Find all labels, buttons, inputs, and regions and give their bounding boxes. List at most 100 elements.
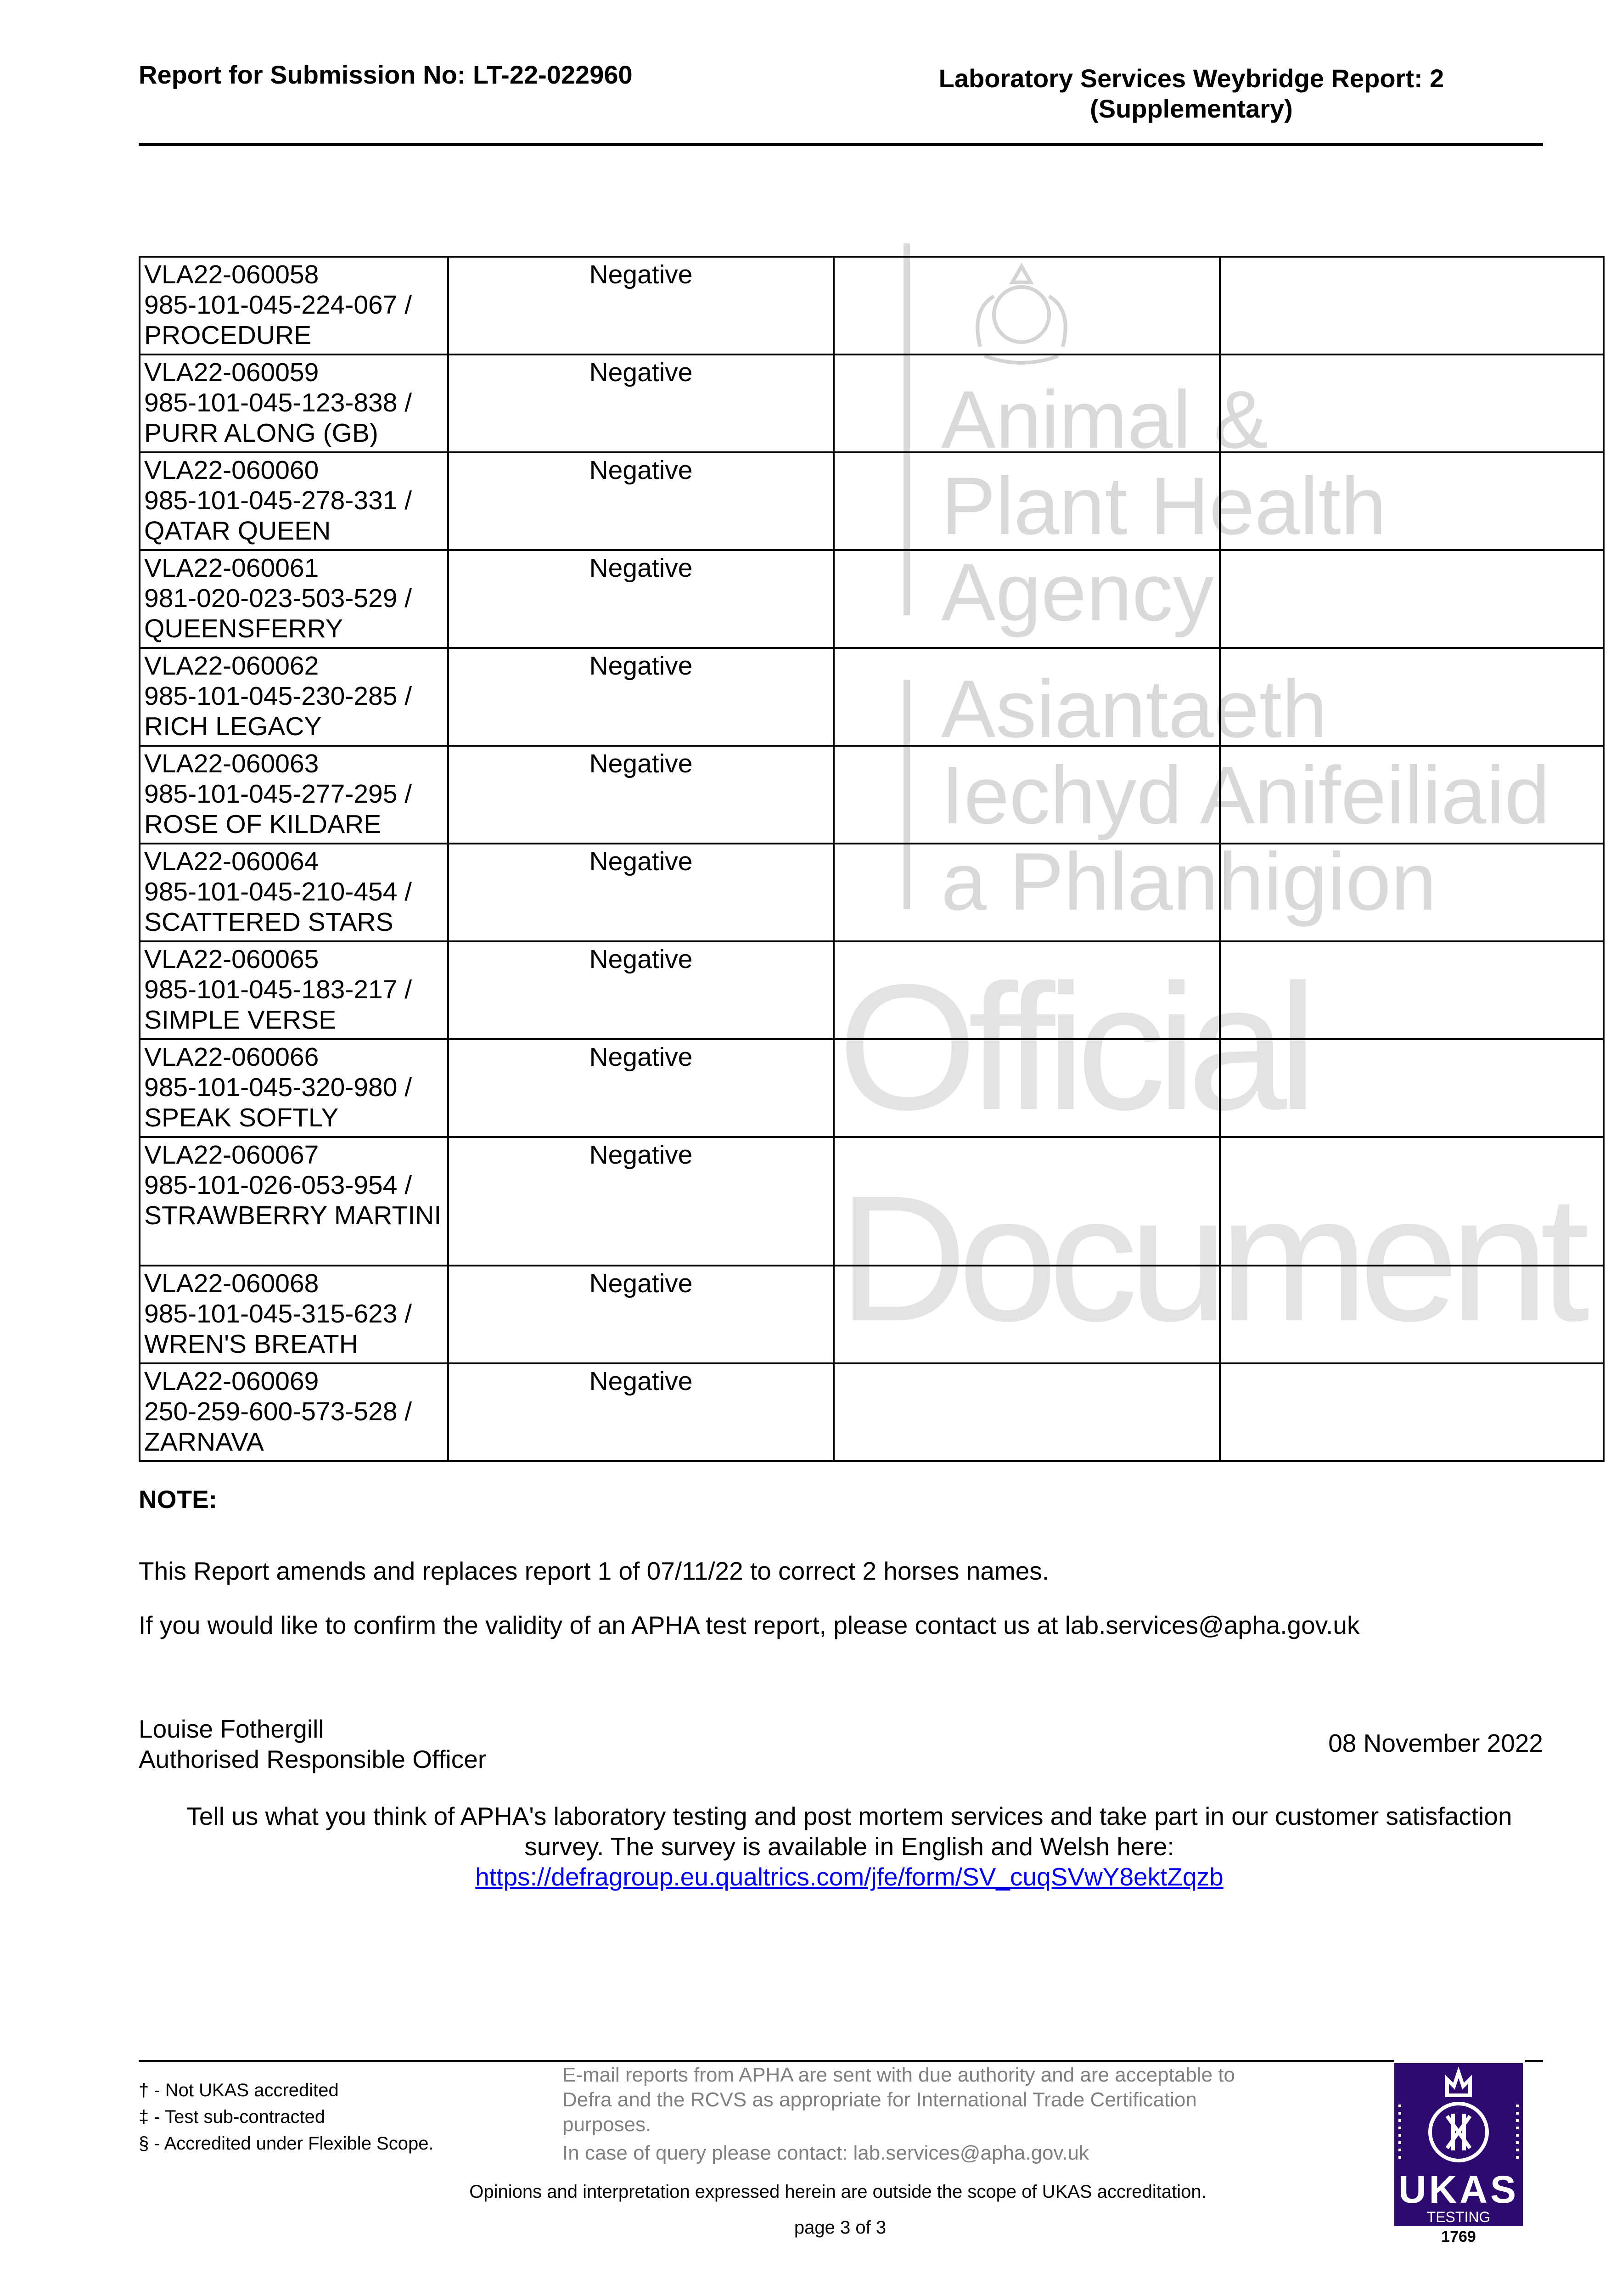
microchip: 985-101-045-224-067 / xyxy=(144,290,412,320)
sample-id: VLA22-060065 xyxy=(144,945,319,974)
horse-name: STRAWBERRY MARTINI xyxy=(144,1201,442,1230)
table-row: VLA22-060064 985-101-045-210-454 /SCATTER… xyxy=(139,843,1605,942)
header-divider xyxy=(139,143,1543,146)
empty-cell xyxy=(833,549,1221,649)
horse-name: QATAR QUEEN xyxy=(144,516,331,546)
sample-id: VLA22-060058 xyxy=(144,260,319,289)
horse-name: SPEAK SOFTLY xyxy=(144,1103,339,1132)
result-cell: Negative xyxy=(447,745,835,844)
sample-cell: VLA22-060067 985-101-026-053-954 /STRAWBE… xyxy=(139,1136,449,1266)
table-row: VLA22-060063 985-101-045-277-295 /ROSE OF… xyxy=(139,745,1605,844)
ukas-number: 1769 xyxy=(1441,2228,1476,2245)
horse-name: RICH LEGACY xyxy=(144,712,322,741)
microchip: 985-101-045-320-980 / xyxy=(144,1073,412,1102)
table-row: VLA22-060060 985-101-045-278-331 /QATAR Q… xyxy=(139,451,1605,551)
page-number: page 3 of 3 xyxy=(794,2217,887,2238)
empty-cell xyxy=(1219,1362,1605,1462)
results-table: VLA22-060058 985-101-045-224-067 /PROCEDU… xyxy=(139,256,1605,1462)
sample-cell: VLA22-060068 985-101-045-315-623 /WREN'S … xyxy=(139,1265,449,1364)
microchip: 985-101-045-230-285 / xyxy=(144,681,412,711)
sample-cell: VLA22-060066 985-101-045-320-980 /SPEAK S… xyxy=(139,1038,449,1138)
empty-cell xyxy=(833,1265,1221,1364)
result-cell: Negative xyxy=(447,1265,835,1364)
note-amendment: This Report amends and replaces report 1… xyxy=(139,1557,1050,1585)
empty-cell xyxy=(1219,940,1605,1040)
empty-cell xyxy=(1219,843,1605,942)
sample-id: VLA22-060067 xyxy=(144,1140,319,1170)
survey-text: Tell us what you think of APHA's laborat… xyxy=(92,1801,1607,1892)
legend-item: ‡ - Test sub-contracted xyxy=(139,2107,326,2127)
email-note-line: Defra and the RCVS as appropriate for In… xyxy=(562,2088,1197,2111)
table-row: VLA22-060069 250-259-600-573-528 /ZARNAVA… xyxy=(139,1362,1605,1462)
sample-id: VLA22-060059 xyxy=(144,358,319,387)
sample-cell: VLA22-060065 985-101-045-183-217 /SIMPLE … xyxy=(139,940,449,1040)
signatory-role: Authorised Responsible Officer xyxy=(139,1745,487,1773)
horse-name: QUEENSFERRY xyxy=(144,614,343,643)
email-note: E-mail reports from APHA are sent with d… xyxy=(562,2063,1235,2166)
sample-id: VLA22-060061 xyxy=(144,553,319,583)
sample-id: VLA22-060062 xyxy=(144,651,319,681)
note-title: NOTE: xyxy=(139,1485,218,1514)
table-row: VLA22-060068 985-101-045-315-623 /WREN'S … xyxy=(139,1265,1605,1364)
empty-cell xyxy=(1219,549,1605,649)
empty-cell xyxy=(1219,1265,1605,1364)
sample-cell: VLA22-060059 985-101-045-123-838 /PURR AL… xyxy=(139,354,449,453)
microchip: 985-101-045-210-454 / xyxy=(144,877,412,906)
report-title-line2: (Supplementary) xyxy=(1090,94,1293,123)
empty-cell xyxy=(833,1136,1221,1266)
result-cell: Negative xyxy=(447,647,835,747)
signatory-name: Louise Fothergill xyxy=(139,1715,324,1743)
contact-line: In case of query please contact: lab.ser… xyxy=(562,2142,1089,2164)
sample-cell: VLA22-060058 985-101-045-224-067 /PROCEDU… xyxy=(139,256,449,355)
footer-divider xyxy=(139,2060,1394,2062)
table-row: VLA22-060062 985-101-045-230-285 /RICH LE… xyxy=(139,647,1605,747)
empty-cell xyxy=(1219,1136,1605,1266)
table-row: VLA22-060067 985-101-026-053-954 /STRAWBE… xyxy=(139,1136,1605,1266)
result-cell: Negative xyxy=(447,1362,835,1462)
horse-name: PROCEDURE xyxy=(144,321,312,350)
table-row: VLA22-060058 985-101-045-224-067 /PROCEDU… xyxy=(139,256,1605,355)
report-title: Laboratory Services Weybridge Report: 2 … xyxy=(900,63,1483,124)
result-cell: Negative xyxy=(447,1038,835,1138)
horse-name: SIMPLE VERSE xyxy=(144,1005,337,1035)
sample-id: VLA22-060063 xyxy=(144,749,319,778)
horse-name: SCATTERED STARS xyxy=(144,907,393,937)
empty-cell xyxy=(833,256,1221,355)
microchip: 981-020-023-503-529 / xyxy=(144,584,412,613)
result-cell: Negative xyxy=(447,354,835,453)
result-cell: Negative xyxy=(447,549,835,649)
sample-id: VLA22-060068 xyxy=(144,1269,319,1298)
sample-cell: VLA22-060061 981-020-023-503-529 /QUEENSF… xyxy=(139,549,449,649)
microchip: 985-101-045-183-217 / xyxy=(144,975,412,1004)
sample-cell: VLA22-060062 985-101-045-230-285 /RICH LE… xyxy=(139,647,449,747)
ukas-disclaimer: Opinions and interpretation expressed he… xyxy=(469,2182,1207,2202)
sample-id: VLA22-060060 xyxy=(144,456,319,485)
horse-name: PURR ALONG (GB) xyxy=(144,418,378,448)
legend-item: † - Not UKAS accredited xyxy=(139,2080,339,2100)
horse-name: ROSE OF KILDARE xyxy=(144,810,382,839)
microchip: 985-101-026-053-954 / xyxy=(144,1171,412,1200)
sample-id: VLA22-060069 xyxy=(144,1367,319,1396)
sample-cell: VLA22-060069 250-259-600-573-528 /ZARNAVA xyxy=(139,1362,449,1462)
ukas-text: UKAS xyxy=(1398,2168,1519,2211)
legend-item: § - Accredited under Flexible Scope. xyxy=(139,2133,434,2154)
report-title-line1: Laboratory Services Weybridge Report: 2 xyxy=(938,64,1444,93)
microchip: 985-101-045-278-331 / xyxy=(144,486,412,515)
sample-cell: VLA22-060064 985-101-045-210-454 /SCATTER… xyxy=(139,843,449,942)
empty-cell xyxy=(1219,745,1605,844)
microchip: 985-101-045-315-623 / xyxy=(144,1299,412,1328)
table-row: VLA22-060066 985-101-045-320-980 /SPEAK S… xyxy=(139,1038,1605,1138)
table-row: VLA22-060061 981-020-023-503-529 /QUEENSF… xyxy=(139,549,1605,649)
submission-number: Report for Submission No: LT-22-022960 xyxy=(139,60,633,89)
horse-name: ZARNAVA xyxy=(144,1427,264,1457)
empty-cell xyxy=(1219,451,1605,551)
ukas-logo: UKAS TESTING xyxy=(1394,2063,1523,2226)
result-cell: Negative xyxy=(447,451,835,551)
survey-link[interactable]: https://defragroup.eu.qualtrics.com/jfe/… xyxy=(475,1863,1224,1891)
result-cell: Negative xyxy=(447,940,835,1040)
empty-cell xyxy=(833,1362,1221,1462)
table-row: VLA22-060059 985-101-045-123-838 /PURR AL… xyxy=(139,354,1605,453)
footer-legend: † - Not UKAS accredited ‡ - Test sub-con… xyxy=(139,2077,434,2157)
survey-line: survey. The survey is available in Engli… xyxy=(524,1832,1174,1861)
email-note-line: purposes. xyxy=(562,2113,651,2136)
